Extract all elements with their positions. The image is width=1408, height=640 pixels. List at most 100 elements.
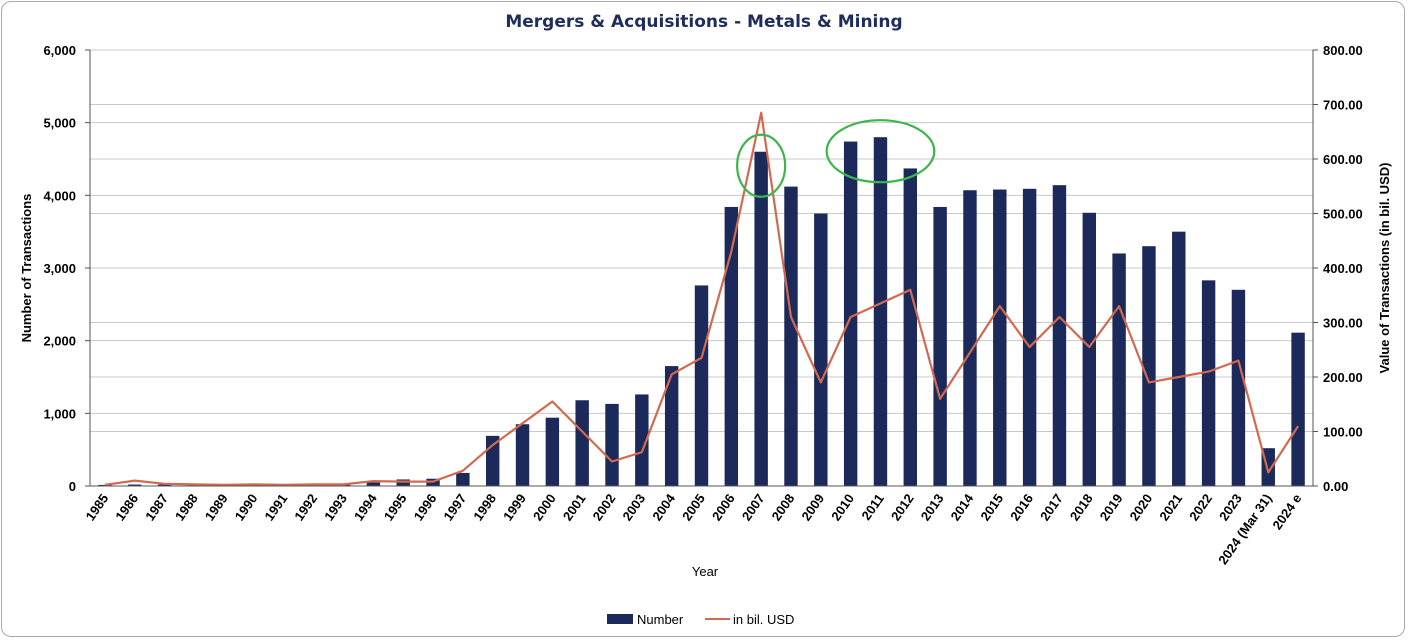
left-axis-ticks: 0 1,000 2,000 3,000 4,000 5,000 6,000 bbox=[43, 43, 76, 494]
legend-label-number: Number bbox=[637, 612, 684, 627]
x-tick-label: 2023 bbox=[1216, 491, 1245, 523]
annotations bbox=[736, 119, 936, 198]
x-tick-label: 1985 bbox=[82, 491, 111, 523]
x-tick-label: 1996 bbox=[411, 491, 440, 523]
x-tick-label: 2002 bbox=[590, 491, 619, 523]
x-tick-label: 1997 bbox=[440, 491, 469, 523]
bar bbox=[1142, 246, 1156, 486]
y2-tick-label: 100.00 bbox=[1323, 425, 1363, 440]
bar bbox=[485, 435, 500, 486]
bar bbox=[1022, 188, 1037, 486]
legend: Number in bil. USD bbox=[607, 612, 794, 627]
bar-series bbox=[98, 137, 1305, 487]
x-tick-label: 1995 bbox=[381, 491, 410, 523]
y-tick-label: 0 bbox=[69, 479, 76, 494]
y-tick-label: 5,000 bbox=[43, 116, 76, 131]
bar bbox=[515, 424, 530, 486]
x-tick-label: 2013 bbox=[918, 491, 947, 523]
x-tick-label: 2024 e bbox=[1269, 491, 1304, 532]
bar bbox=[784, 186, 798, 486]
x-tick-label: 2004 bbox=[649, 490, 678, 523]
y2-tick-label: 400.00 bbox=[1323, 261, 1363, 276]
x-tick-label: 1991 bbox=[261, 491, 290, 523]
bar bbox=[694, 285, 709, 486]
x-tick-label: 1998 bbox=[470, 491, 499, 523]
x-tick-label: 2014 bbox=[948, 490, 977, 523]
x-tick-label: 2001 bbox=[560, 491, 589, 523]
bar bbox=[724, 206, 739, 486]
x-tick-label: 2015 bbox=[977, 491, 1006, 523]
x-tick-label: 2022 bbox=[1186, 491, 1215, 523]
x-tick-label: 2017 bbox=[1037, 491, 1066, 523]
x-tick-label: 1994 bbox=[351, 490, 380, 523]
x-tick-label: 2010 bbox=[828, 491, 857, 523]
x-tick-label: 1990 bbox=[232, 491, 261, 523]
y2-tick-label: 300.00 bbox=[1323, 316, 1363, 331]
chart-title: Mergers & Acquisitions - Metals & Mining bbox=[505, 12, 902, 32]
bar bbox=[903, 168, 918, 487]
y-tick-label: 3,000 bbox=[43, 261, 76, 276]
x-tick-label: 2011 bbox=[858, 491, 886, 523]
bar bbox=[128, 484, 142, 486]
x-tick-label: 2019 bbox=[1097, 491, 1126, 523]
bar bbox=[1201, 280, 1216, 486]
x-tick-label: 1993 bbox=[321, 491, 350, 523]
y2-tick-label: 600.00 bbox=[1323, 152, 1363, 167]
y2-tick-label: 800.00 bbox=[1323, 43, 1363, 58]
y2-axis-title: Value of Transactions (in bil. USD) bbox=[1377, 163, 1392, 374]
line-usd bbox=[104, 111, 1300, 486]
y-tick-label: 4,000 bbox=[43, 188, 76, 203]
y2-tick-label: 700.00 bbox=[1323, 98, 1363, 113]
axes bbox=[85, 49, 1318, 487]
bar bbox=[963, 190, 977, 486]
y2-tick-label: 500.00 bbox=[1323, 207, 1363, 222]
y-tick-label: 2,000 bbox=[43, 334, 76, 349]
bar bbox=[754, 151, 768, 486]
x-tick-label: 2003 bbox=[619, 491, 648, 523]
x-tick-label: 2020 bbox=[1127, 491, 1156, 523]
bar bbox=[1172, 231, 1186, 486]
x-tick-label: 2012 bbox=[888, 491, 917, 523]
x-tick-label: 1992 bbox=[291, 491, 320, 523]
y2-tick-label: 0.00 bbox=[1323, 479, 1348, 494]
y2-tick-label: 200.00 bbox=[1323, 370, 1363, 385]
bar bbox=[545, 417, 560, 486]
bar bbox=[1052, 185, 1067, 486]
bar bbox=[1082, 212, 1096, 487]
legend-swatch-number bbox=[607, 614, 633, 624]
x-tick-label: 2008 bbox=[769, 491, 798, 523]
bar bbox=[873, 137, 888, 486]
x-tick-label: 2021 bbox=[1156, 491, 1185, 523]
x-tick-label: 1999 bbox=[500, 491, 529, 523]
x-tick-label: 1988 bbox=[172, 491, 201, 523]
x-tick-label: 1986 bbox=[112, 491, 141, 523]
bar bbox=[814, 213, 828, 486]
x-tick-label: 2006 bbox=[709, 491, 738, 523]
line-series bbox=[104, 111, 1300, 486]
bar bbox=[605, 403, 619, 486]
bar bbox=[456, 472, 470, 486]
x-tick-label: 2005 bbox=[679, 491, 708, 523]
bar bbox=[575, 400, 589, 486]
y-tick-label: 1,000 bbox=[43, 406, 76, 421]
bar bbox=[1291, 332, 1305, 486]
x-axis-ticks: 1985 1986 1987 1988 1989 1990 1991 1992 1993 1994… bbox=[82, 490, 1304, 567]
x-axis-title: Year bbox=[692, 564, 719, 579]
bar bbox=[98, 484, 112, 486]
x-tick-label: 1987 bbox=[142, 491, 171, 523]
x-tick-label: 2018 bbox=[1067, 491, 1096, 523]
y-axis-title: Number of Transactions bbox=[19, 194, 34, 343]
bar bbox=[993, 189, 1007, 486]
bar bbox=[366, 482, 381, 486]
bar bbox=[933, 206, 947, 486]
bar bbox=[157, 484, 172, 486]
x-tick-label: 2016 bbox=[1007, 491, 1036, 523]
x-tick-label: 1989 bbox=[202, 491, 231, 523]
right-axis-ticks: 0.00 100.00 200.00 300.00 400.00 500.00 600.00… bbox=[1323, 43, 1363, 494]
highlight-ellipse bbox=[825, 119, 936, 184]
bar bbox=[396, 479, 410, 486]
x-tick-label: 2007 bbox=[739, 491, 768, 523]
bar bbox=[1112, 253, 1126, 486]
x-tick-label: 2009 bbox=[798, 491, 827, 523]
